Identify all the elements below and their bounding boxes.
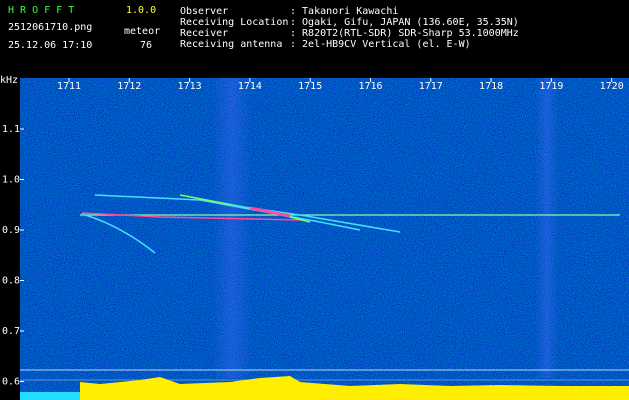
spectrogram bbox=[20, 78, 629, 400]
count: 76 bbox=[140, 40, 152, 51]
y-axis: 1.1 1.0 0.9 0.8 0.7 0.6 bbox=[2, 124, 24, 388]
x-tick-label: 1717 bbox=[419, 81, 443, 92]
info-value: : R820T2(RTL-SDR) SDR-Sharp 53.1000MHz bbox=[290, 28, 519, 39]
x-tick-label: 1718 bbox=[479, 81, 503, 92]
info-value: : Takanori Kawachi bbox=[290, 6, 398, 17]
filename: 2512061710.png bbox=[8, 22, 92, 33]
mode: meteor bbox=[124, 26, 160, 37]
x-tick-label: 1720 bbox=[600, 81, 624, 92]
x-tick-label: 1716 bbox=[358, 81, 382, 92]
info-label: Receiving antenna bbox=[180, 39, 282, 50]
x-tick-label: 1711 bbox=[57, 81, 81, 92]
x-tick-label: 1715 bbox=[298, 81, 322, 92]
info-label: Receiver bbox=[180, 28, 228, 39]
y-tick-label: 0.8 bbox=[2, 276, 20, 287]
x-tick-label: 1712 bbox=[117, 81, 141, 92]
y-tick-label: 0.7 bbox=[2, 326, 20, 337]
y-tick-label: 1.0 bbox=[2, 175, 20, 186]
x-axis: 1711 1712 1713 1714 1715 1716 1717 1718 1719 1720 bbox=[57, 78, 624, 92]
version: 1.0.0 bbox=[126, 5, 156, 16]
info-label: Receiving Location bbox=[180, 17, 288, 28]
y-tick-label: 1.1 bbox=[2, 124, 20, 135]
header-bg bbox=[0, 0, 629, 72]
datetime: 25.12.06 17:10 bbox=[8, 40, 92, 51]
info-label: Observer bbox=[180, 6, 228, 17]
program-name: H R O F F T bbox=[8, 5, 74, 16]
unit: kHz bbox=[0, 75, 18, 86]
x-tick-label: 1713 bbox=[178, 81, 202, 92]
info-value: : 2el-HB9CV Vertical (el. E-W) bbox=[290, 39, 471, 50]
x-tick-label: 1714 bbox=[238, 81, 262, 92]
x-tick-label: 1719 bbox=[539, 81, 563, 92]
y-tick-label: 0.6 bbox=[2, 377, 20, 388]
y-tick-label: 0.9 bbox=[2, 225, 20, 236]
info-value: : Ogaki, Gifu, JAPAN (136.60E, 35.35N) bbox=[290, 17, 519, 28]
